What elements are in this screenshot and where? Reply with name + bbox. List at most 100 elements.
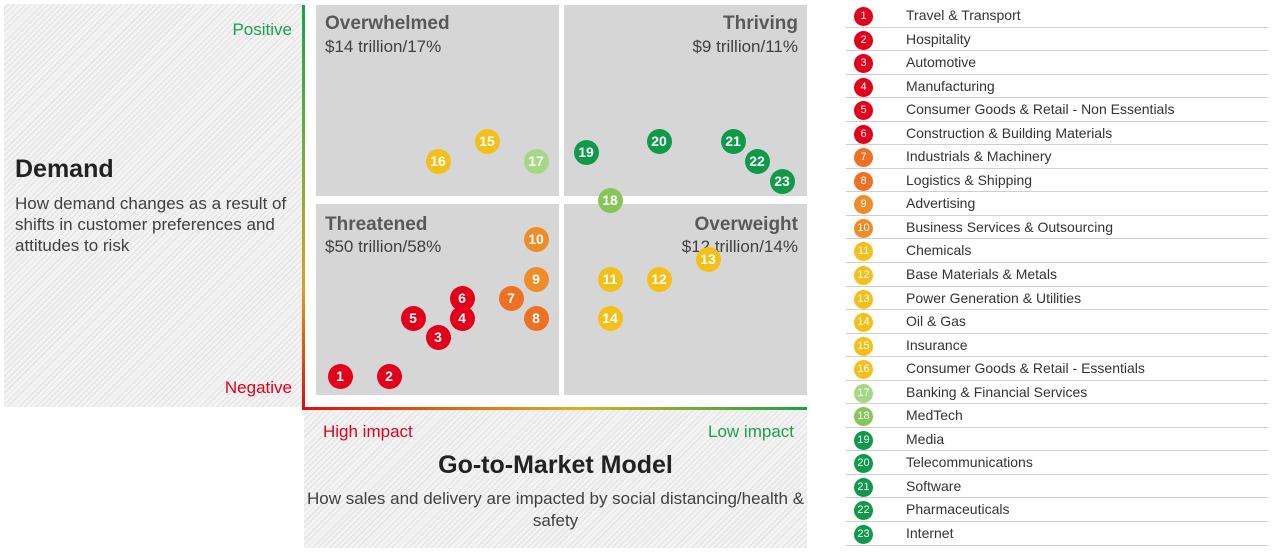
legend-number: 10 — [854, 218, 873, 238]
sector-dot-8: 8 — [523, 305, 549, 331]
legend-number: 9 — [854, 195, 873, 215]
legend-label: Oil & Gas — [906, 313, 966, 330]
legend-row: 9 Advertising — [846, 192, 1268, 216]
sector-dot-9: 9 — [523, 266, 549, 292]
sector-dot-15: 15 — [474, 128, 500, 154]
sector-dot-5: 5 — [400, 305, 426, 331]
quadrant-value: $14 trillion/17% — [325, 37, 442, 56]
sector-dot-22: 22 — [744, 148, 770, 174]
legend-row: 13 Power Generation & Utilities — [846, 287, 1268, 311]
legend-number: 8 — [854, 171, 873, 191]
legend-number: 22 — [854, 501, 873, 521]
quadrant-title: Overwhelmed — [325, 13, 450, 34]
legend-label: Automotive — [906, 54, 977, 71]
quadrant-thriving: Thriving $9 trillion/11% — [564, 5, 807, 196]
legend-label: Power Generation & Utilities — [906, 289, 1082, 306]
low-impact-label: Low impact — [708, 422, 794, 441]
demand-axis — [302, 5, 305, 410]
gtm-title: Go-to-Market Model — [438, 451, 673, 479]
legend-row: 18 MedTech — [846, 404, 1268, 428]
legend-row: 4 Manufacturing — [846, 75, 1268, 99]
legend-label: Pharmaceuticals — [906, 501, 1010, 518]
quadrant-title: Overweight — [694, 214, 798, 235]
legend-number: 1 — [854, 7, 873, 26]
legend-number: 21 — [854, 477, 873, 497]
gtm-description: How sales and delivery are impacted by s… — [306, 489, 805, 530]
legend-label: Insurance — [906, 336, 968, 353]
legend-number: 16 — [854, 360, 873, 380]
positive-label: Positive — [232, 20, 292, 39]
legend-number: 2 — [854, 30, 873, 50]
legend-label: Manufacturing — [906, 77, 995, 94]
sector-dot-14: 14 — [597, 305, 623, 331]
legend-number: 6 — [854, 124, 873, 144]
legend-number: 17 — [854, 383, 873, 403]
demand-panel — [4, 4, 302, 407]
legend-row: 1 Travel & Transport — [846, 4, 1268, 28]
legend-label: Banking & Financial Services — [906, 383, 1088, 400]
legend-row: 19 Media — [846, 428, 1268, 452]
legend-row: 8 Logistics & Shipping — [846, 169, 1268, 193]
legend-label: Hospitality — [906, 30, 971, 47]
sector-dot-12: 12 — [646, 266, 672, 292]
quadrant-title: Threatened — [325, 214, 428, 235]
legend-row: 23 Internet — [846, 522, 1268, 546]
legend-row: 21 Software — [846, 475, 1268, 499]
legend-row: 22 Pharmaceuticals — [846, 498, 1268, 523]
quadrant-title: Thriving — [723, 13, 798, 34]
demand-title: Demand — [15, 155, 114, 183]
legend-number: 18 — [854, 407, 873, 427]
legend-row: 2 Hospitality — [846, 28, 1268, 52]
legend-label: Chemicals — [906, 242, 972, 259]
sector-dot-19: 19 — [573, 139, 599, 165]
legend-number: 11 — [854, 242, 873, 262]
legend-label: Telecommunications — [906, 454, 1033, 471]
high-impact-label: High impact — [323, 422, 413, 441]
legend-row: 12 Base Materials & Metals — [846, 263, 1268, 287]
sector-dot-11: 11 — [597, 266, 623, 292]
legend-label: Base Materials & Metals — [906, 266, 1057, 283]
legend-label: MedTech — [906, 407, 963, 424]
legend-row: 20 Telecommunications — [846, 451, 1268, 475]
legend-label: Travel & Transport — [906, 7, 1021, 23]
legend-number: 12 — [854, 266, 873, 286]
gtm-panel — [304, 410, 807, 548]
demand-description: How demand changes as a result of shifts… — [15, 194, 287, 255]
legend-label: Media — [906, 430, 945, 447]
sector-dot-2: 2 — [376, 363, 402, 389]
legend-number: 3 — [854, 54, 873, 74]
legend-row: 6 Construction & Building Materials — [846, 122, 1268, 146]
sector-dot-10: 10 — [523, 226, 549, 252]
legend-row: 16 Consumer Goods & Retail - Essentials — [846, 357, 1268, 381]
legend-row: 11 Chemicals — [846, 239, 1268, 264]
sector-dot-1: 1 — [327, 363, 353, 389]
sector-dot-16: 16 — [425, 148, 451, 174]
legend-label: Consumer Goods & Retail - Non Essentials — [906, 101, 1175, 118]
legend-row: 7 Industrials & Machinery — [846, 145, 1268, 169]
legend-label: Consumer Goods & Retail - Essentials — [906, 360, 1145, 377]
legend-number: 14 — [854, 313, 873, 333]
sector-dot-20: 20 — [646, 128, 672, 154]
legend-number: 23 — [854, 525, 873, 545]
legend-row: 10 Business Services & Outsourcing — [846, 216, 1268, 240]
legend-row: 3 Automotive — [846, 51, 1268, 75]
legend-row: 14 Oil & Gas — [846, 310, 1268, 334]
legend-row: 15 Insurance — [846, 334, 1268, 358]
sector-dot-3: 3 — [425, 324, 451, 350]
quadrant-value: $50 trillion/58% — [325, 237, 442, 256]
legend-number: 15 — [854, 336, 873, 356]
legend-label: Industrials & Machinery — [906, 148, 1052, 165]
legend-label: Advertising — [906, 195, 976, 212]
sector-dot-6: 6 — [449, 285, 475, 311]
legend-row: 5 Consumer Goods & Retail - Non Essential… — [846, 98, 1268, 122]
sector-dot-13: 13 — [695, 246, 721, 272]
quadrant-value: $9 trillion/11% — [692, 37, 798, 56]
sector-dot-23: 23 — [769, 168, 795, 194]
negative-label: Negative — [224, 378, 292, 397]
sector-dot-18: 18 — [597, 187, 623, 213]
legend-number: 5 — [854, 101, 873, 121]
legend-number: 4 — [854, 77, 873, 97]
legend-label: Software — [906, 477, 962, 494]
sector-dot-7: 7 — [498, 285, 524, 311]
legend-label: Internet — [906, 525, 954, 542]
